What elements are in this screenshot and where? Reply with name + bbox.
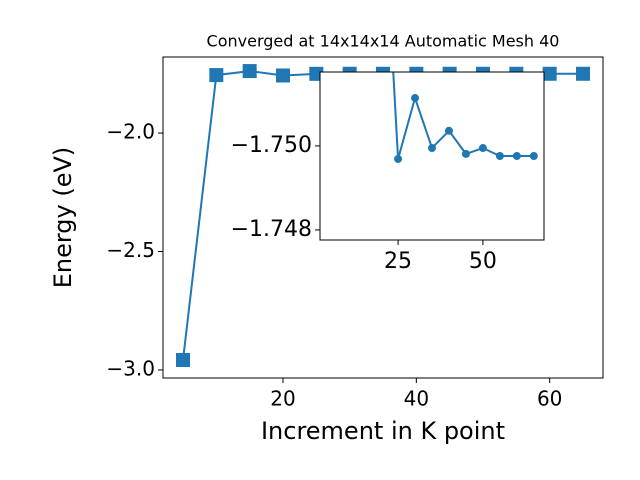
plot-content [392,72,538,163]
marker [576,66,590,81]
y-tick-label: −3.0 [106,356,155,380]
marker [411,94,420,103]
axes-frame [162,56,604,379]
marker [495,152,504,160]
x-tick-label: 20 [270,387,295,411]
marker [176,352,190,367]
y-tick-label: −1.750 [231,133,312,158]
x-tick-label: 25 [384,249,412,274]
marker [394,154,403,163]
marker [428,144,436,153]
marker [542,66,557,81]
marker [512,152,521,160]
marker [276,68,290,83]
marker [461,149,470,158]
y-tick-label: −2.0 [106,120,155,144]
x-tick-label: 50 [469,249,497,274]
y-tick-label: −1.748 [231,217,312,242]
y-tick-label: −2.5 [106,238,155,262]
y-axis-label: Energy (eV) [49,147,77,289]
marker [242,64,257,79]
marker [478,144,487,153]
data-line [392,72,534,160]
marker [209,68,224,83]
x-tick-label: 40 [404,387,429,411]
marker [444,126,453,135]
chart-title: Converged at 14x14x14 Automatic Mesh 40 [207,32,560,51]
axes-frame [319,71,545,241]
x-axis-label: Increment in K point [261,417,505,445]
marker [529,152,538,160]
x-tick-label: 60 [537,387,562,411]
